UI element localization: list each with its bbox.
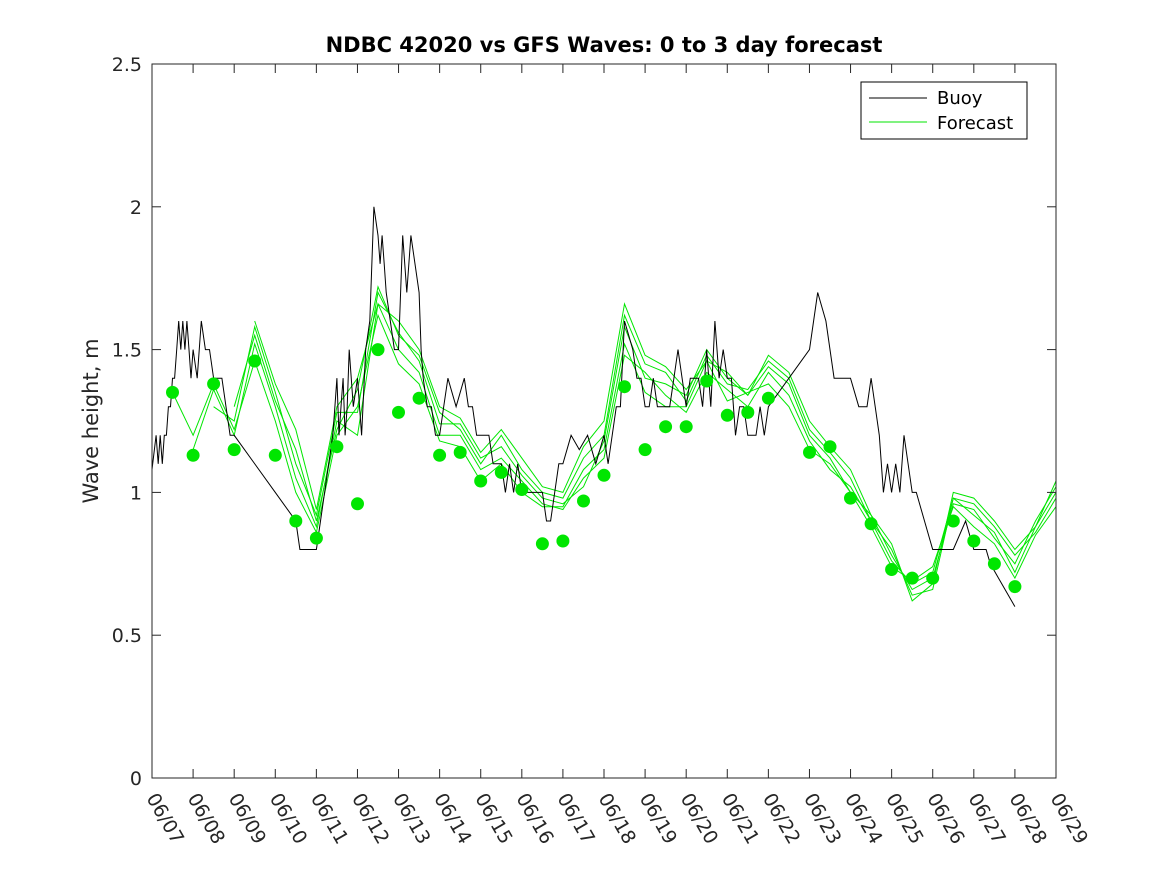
forecast-marker <box>556 534 570 548</box>
legend: Buoy Forecast <box>860 81 1028 140</box>
forecast-marker <box>926 571 940 585</box>
forecast-marker <box>433 448 447 462</box>
forecast-marker <box>248 354 262 368</box>
forecast-marker <box>330 440 344 454</box>
forecast-marker <box>679 420 693 434</box>
y-tick-label: 1.5 <box>112 340 142 362</box>
forecast-marker <box>371 343 385 357</box>
forecast-marker <box>597 468 611 482</box>
forecast-marker <box>638 443 652 457</box>
y-tick-label: 0 <box>130 768 142 790</box>
forecast-marker <box>577 494 590 508</box>
forecast-marker <box>946 514 960 528</box>
forecast-marker <box>987 557 1001 571</box>
forecast-line-4 <box>233 285 1056 596</box>
forecast-marker <box>289 514 303 528</box>
y-tick-label: 2.5 <box>112 54 142 76</box>
legend-label-forecast: Forecast <box>937 113 1013 134</box>
forecast-marker <box>885 563 899 576</box>
forecast-marker <box>227 443 241 457</box>
forecast-marker <box>166 385 179 399</box>
forecast-marker <box>494 465 508 479</box>
forecast-marker <box>905 571 919 585</box>
forecast-marker <box>618 380 631 394</box>
y-tick-label: 1 <box>130 482 142 504</box>
forecast-marker <box>474 474 488 488</box>
forecast-marker <box>535 537 549 551</box>
forecast-marker <box>761 391 775 405</box>
y-tick-label: 2 <box>130 197 142 219</box>
y-tick-label: 0.5 <box>112 625 142 647</box>
forecast-marker <box>392 405 405 419</box>
forecast-marker <box>844 491 857 505</box>
forecast-marker <box>659 420 673 434</box>
forecast-marker <box>186 448 200 462</box>
forecast-marker <box>453 445 467 459</box>
forecast-marker <box>803 445 816 459</box>
chart-title: NDBC 42020 vs GFS Waves: 0 to 3 day fore… <box>326 33 883 57</box>
forecast-marker <box>967 534 981 548</box>
buoy-line <box>152 206 1016 607</box>
forecast-marker <box>351 497 364 511</box>
forecast-marker <box>741 405 755 419</box>
legend-box <box>860 81 1028 140</box>
forecast-marker <box>515 483 529 496</box>
forecast-line-3 <box>213 290 1056 591</box>
forecast-line-5 <box>254 302 1056 602</box>
legend-label-buoy: Buoy <box>937 88 983 109</box>
forecast-marker <box>412 391 426 405</box>
forecast-marker <box>864 517 878 531</box>
forecast-marker <box>207 377 221 391</box>
y-axis-label: Wave height, m <box>79 338 103 503</box>
forecast-marker <box>700 374 714 388</box>
forecast-marker <box>823 440 837 454</box>
forecast-marker <box>720 408 734 422</box>
forecast-marker <box>1008 580 1022 594</box>
forecast-marker <box>309 531 323 545</box>
forecast-marker <box>268 448 282 462</box>
